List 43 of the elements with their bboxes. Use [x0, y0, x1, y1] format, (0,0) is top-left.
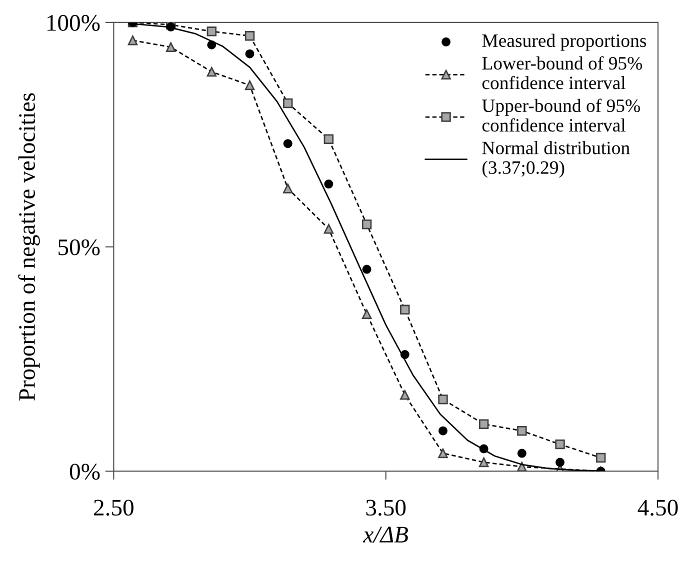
y-tick-label: 0%	[70, 464, 100, 480]
point	[324, 224, 334, 234]
x-axis-title: x/ΔB	[362, 526, 408, 543]
point	[207, 40, 216, 50]
point	[128, 36, 138, 46]
point	[478, 457, 489, 468]
point	[479, 444, 488, 454]
point	[283, 184, 293, 194]
point	[478, 419, 489, 429]
point	[362, 220, 372, 230]
point	[438, 426, 448, 436]
legend-label: Upper-bound of 95% confidence interval	[482, 98, 640, 132]
point	[324, 134, 334, 144]
point	[556, 458, 565, 467]
legend-label: Measured proportions	[482, 34, 646, 51]
point	[555, 439, 565, 450]
point	[438, 394, 448, 404]
x-tick-label: 2.50	[94, 500, 134, 516]
point	[400, 350, 410, 360]
point	[244, 31, 255, 41]
point	[517, 426, 527, 436]
point	[362, 264, 372, 274]
x-tick-label: 3.50	[366, 500, 406, 516]
x-tick-label: 4.50	[638, 500, 678, 516]
point	[324, 180, 334, 189]
legend-label: Normal distribution (3.37;0.29)	[482, 141, 630, 178]
point	[206, 66, 217, 77]
point	[517, 448, 526, 458]
point	[206, 26, 217, 36]
point	[283, 139, 292, 148]
y-tick-label: 50%	[58, 239, 100, 256]
point	[400, 304, 410, 315]
point	[596, 452, 606, 463]
point	[283, 98, 293, 108]
point	[438, 448, 448, 458]
y-tick-label: 100%	[47, 14, 100, 31]
legend-label: Lower-bound of 95% confidence interval	[482, 56, 642, 90]
point	[166, 42, 176, 52]
point	[244, 80, 255, 90]
y-axis-title: Proportion of negative velocities	[18, 93, 40, 401]
point	[245, 49, 254, 58]
point	[362, 309, 372, 320]
point	[400, 390, 410, 400]
